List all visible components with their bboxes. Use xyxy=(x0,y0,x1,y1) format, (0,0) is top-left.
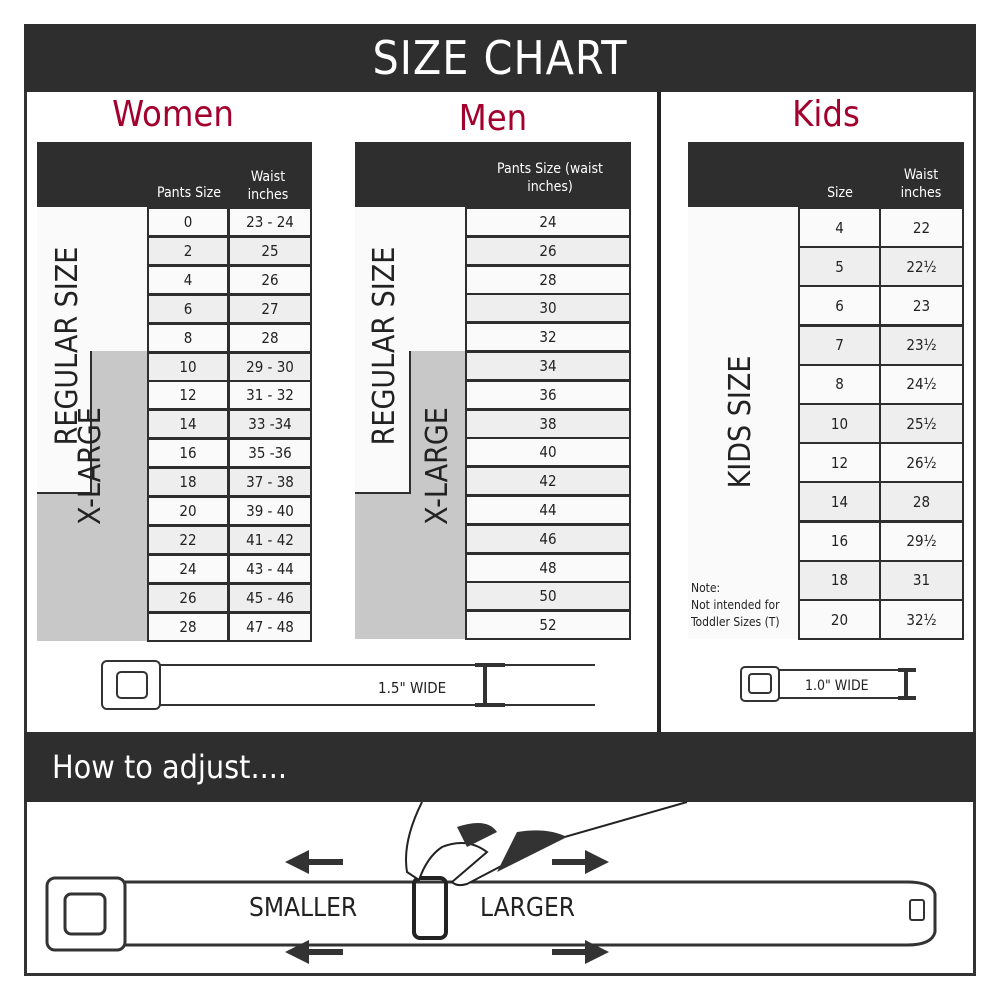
table-cell: 2 xyxy=(147,235,229,266)
adult-belt-width: 1.5" WIDE xyxy=(378,679,447,697)
table-cell: 23 xyxy=(879,285,964,327)
kids-belt-illustration xyxy=(740,666,916,702)
table-cell: 28 xyxy=(465,264,631,295)
kids-size-table: Size Waist inches KIDS SIZE Note: Not in… xyxy=(688,142,964,640)
table-cell: 45 - 46 xyxy=(228,582,312,613)
table-cell: 24 xyxy=(147,553,229,584)
col-header: Waist inches xyxy=(900,167,942,201)
table-cell: 26½ xyxy=(879,442,964,484)
table-cell: 8 xyxy=(798,363,881,405)
table-cell: 50 xyxy=(465,581,631,612)
table-cell: 40 xyxy=(465,437,631,468)
table-cell: 52 xyxy=(465,610,631,641)
smaller-label: SMALLER xyxy=(249,893,358,923)
kids-belt-width: 1.0" WIDE xyxy=(805,678,869,694)
regular-size-label: REGULAR SIZE xyxy=(367,246,402,446)
table-cell: 0 xyxy=(147,207,229,237)
table-cell: 30 xyxy=(465,293,631,324)
table-cell: 4 xyxy=(147,264,229,295)
table-cell: 18 xyxy=(147,467,229,498)
col-header: Pants Size (waist inches) xyxy=(497,161,603,195)
xlarge-label: X-LARGE xyxy=(420,407,455,525)
table-cell: 26 xyxy=(147,582,229,613)
men-size-table: Pants Size (waist inches) REGULAR SIZE X… xyxy=(355,142,631,641)
table-cell: 16 xyxy=(798,520,881,562)
table-cell: 24 xyxy=(465,207,631,237)
table-cell: 31 - 32 xyxy=(228,380,312,411)
table-cell: 25½ xyxy=(879,403,964,444)
table-cell: 28 xyxy=(228,322,312,353)
col-header: Pants Size xyxy=(156,185,222,201)
table-cell: 39 - 40 xyxy=(228,496,312,526)
table-cell: 5 xyxy=(798,246,881,288)
table-cell: 4 xyxy=(798,207,881,248)
table-cell: 46 xyxy=(465,523,631,554)
table-cell: 7 xyxy=(798,324,881,366)
table-cell: 8 xyxy=(147,322,229,353)
adjust-heading: How to adjust.... xyxy=(24,732,976,802)
col-header: Waist inches xyxy=(247,169,289,203)
arrow-left-icon xyxy=(285,940,343,964)
table-cell: 31 xyxy=(879,559,964,601)
table-cell: 43 - 44 xyxy=(228,553,312,584)
adult-belt-illustration xyxy=(101,660,595,710)
table-cell: 14 xyxy=(147,409,229,440)
table-cell: 6 xyxy=(147,293,229,324)
table-cell: 12 xyxy=(147,380,229,411)
table-cell: 25 xyxy=(228,235,312,266)
table-cell: 48 xyxy=(465,552,631,583)
women-size-table: Pants Size Waist inches REGULAR SIZE X-L… xyxy=(37,142,312,642)
table-cell: 27 xyxy=(228,293,312,324)
women-title: Women xyxy=(112,94,234,135)
table-cell: 29½ xyxy=(879,520,964,562)
arrow-left-icon xyxy=(285,850,343,874)
table-cell: 14 xyxy=(798,481,881,523)
table-cell: 33 -34 xyxy=(228,409,312,440)
table-cell: 22 xyxy=(147,524,229,555)
table-cell: 20 xyxy=(147,496,229,526)
table-cell: 44 xyxy=(465,495,631,525)
table-cell: 36 xyxy=(465,379,631,410)
kids-title: Kids xyxy=(792,94,860,135)
table-cell: 22½ xyxy=(879,246,964,288)
xlarge-label: X-LARGE xyxy=(73,407,108,525)
table-cell: 38 xyxy=(465,408,631,439)
table-cell: 12 xyxy=(798,442,881,484)
col-header: Size xyxy=(827,185,853,201)
table-cell: 10 xyxy=(798,403,881,444)
table-cell: 35 -36 xyxy=(228,438,312,469)
page-title: SIZE CHART xyxy=(24,24,976,92)
divider xyxy=(657,92,661,732)
table-cell: 37 - 38 xyxy=(228,467,312,498)
men-title: Men xyxy=(458,98,528,139)
table-cell: 42 xyxy=(465,466,631,497)
table-cell: 10 xyxy=(147,351,229,382)
table-cell: 32 xyxy=(465,322,631,353)
table-cell: 32½ xyxy=(879,599,964,640)
table-cell: 20 xyxy=(798,599,881,640)
table-cell: 22 xyxy=(879,207,964,248)
note: Note: Not intended for Toddler Sizes (T) xyxy=(691,581,780,629)
table-cell: 29 - 30 xyxy=(228,351,312,382)
table-cell: 26 xyxy=(465,235,631,266)
table-cell: 23 - 24 xyxy=(228,207,312,237)
table-cell: 34 xyxy=(465,351,631,381)
table-cell: 24½ xyxy=(879,363,964,405)
adjust-illustration xyxy=(45,802,937,964)
larger-label: LARGER xyxy=(480,893,576,923)
table-cell: 28 xyxy=(879,481,964,523)
kids-size-label: KIDS SIZE xyxy=(723,355,758,489)
table-cell: 16 xyxy=(147,438,229,469)
table-cell: 6 xyxy=(798,285,881,327)
arrow-right-icon xyxy=(552,940,609,964)
table-cell: 18 xyxy=(798,559,881,601)
table-cell: 26 xyxy=(228,264,312,295)
table-cell: 23½ xyxy=(879,324,964,366)
arrow-right-icon xyxy=(552,850,609,874)
table-cell: 47 - 48 xyxy=(228,611,312,642)
table-cell: 41 - 42 xyxy=(228,524,312,555)
table-cell: 28 xyxy=(147,611,229,642)
